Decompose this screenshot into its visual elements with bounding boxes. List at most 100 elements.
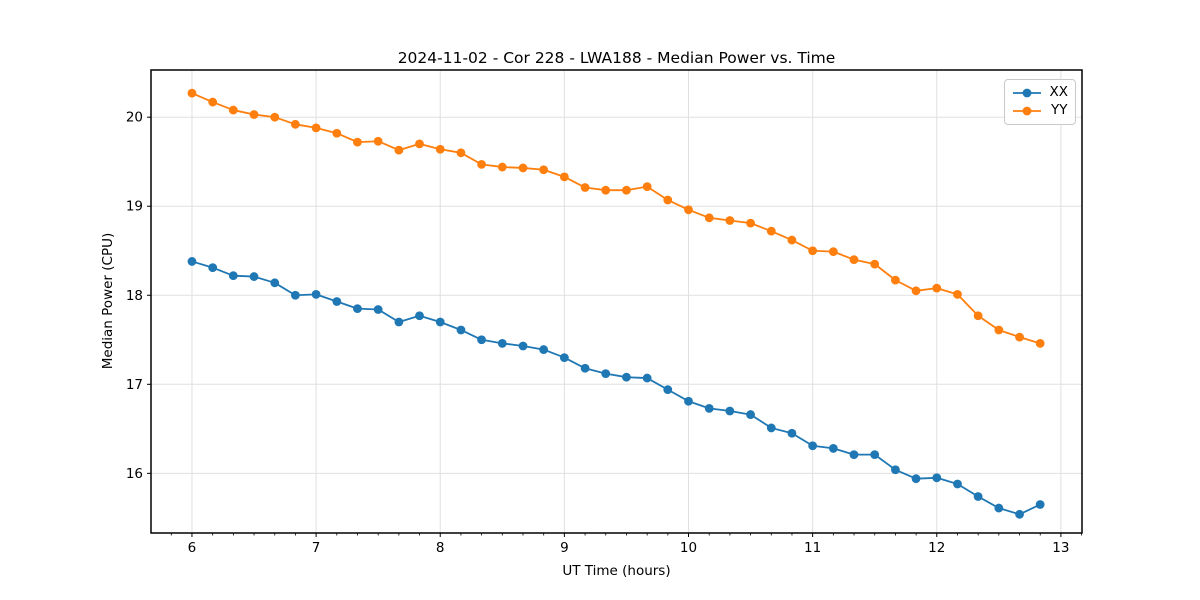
data-point-xx	[973, 492, 983, 501]
axes-spines	[150, 69, 1083, 534]
data-point-xx	[787, 428, 797, 438]
y-tick-label: 18	[126, 288, 143, 304]
data-point-xx	[932, 473, 942, 483]
data-point-xx	[684, 396, 693, 406]
data-point-xx	[766, 423, 776, 433]
data-point-xx	[373, 305, 383, 314]
data-point-yy	[435, 144, 445, 154]
data-point-xx	[353, 304, 362, 314]
y-axis-label: Median Power (CPU)	[100, 232, 116, 370]
legend-label-yy: YY	[1051, 102, 1068, 119]
data-point-xx	[622, 372, 631, 382]
y-tick-label: 17	[126, 377, 143, 393]
data-point-yy	[725, 216, 735, 225]
chart-title: 2024-11-02 - Cor 228 - LWA188 - Median P…	[397, 49, 836, 67]
x-tick-label: 7	[312, 540, 321, 556]
y-tick-label: 19	[126, 199, 143, 215]
legend-label-xx: XX	[1049, 84, 1069, 101]
data-point-yy	[1015, 332, 1024, 342]
data-point-yy	[394, 145, 404, 155]
data-point-yy	[973, 311, 983, 321]
data-point-yy	[559, 172, 569, 182]
x-tick-label: 6	[188, 540, 197, 556]
data-point-xx	[994, 503, 1004, 513]
data-point-xx	[663, 385, 673, 395]
data-point-xx	[870, 450, 880, 460]
data-point-yy	[622, 185, 631, 195]
x-tick-label: 9	[560, 540, 569, 556]
data-point-yy	[477, 159, 486, 169]
data-point-yy	[642, 182, 652, 192]
x-tick-label: 8	[436, 540, 445, 556]
data-point-xx	[704, 403, 714, 413]
data-point-xx	[580, 363, 590, 373]
data-point-xx	[497, 338, 507, 348]
data-point-xx	[559, 353, 569, 362]
x-tick-label: 12	[928, 540, 945, 556]
data-point-xx	[187, 257, 197, 266]
data-point-xx	[249, 272, 259, 281]
data-point-yy	[891, 275, 900, 285]
data-point-yy	[870, 259, 880, 269]
data-point-xx	[332, 297, 342, 306]
data-point-yy	[766, 226, 776, 236]
data-point-xx	[808, 441, 818, 451]
data-point-xx	[828, 444, 838, 453]
data-point-yy	[456, 148, 466, 158]
data-point-xx	[601, 369, 611, 379]
legend-item-yy: YY	[1012, 104, 1068, 118]
data-point-yy	[518, 163, 528, 173]
data-point-yy	[911, 286, 921, 296]
data-point-yy	[953, 289, 962, 299]
data-point-xx	[290, 290, 300, 300]
data-point-xx	[518, 341, 528, 351]
data-point-xx	[270, 278, 280, 288]
data-point-yy	[601, 185, 611, 195]
data-point-yy	[208, 97, 218, 107]
data-point-yy	[290, 119, 300, 129]
data-point-yy	[187, 88, 197, 98]
data-point-yy	[828, 247, 838, 257]
data-point-xx	[394, 317, 404, 327]
x-tick-label: 11	[804, 540, 821, 556]
data-point-xx	[911, 474, 921, 484]
data-point-yy	[684, 205, 693, 215]
x-tick-label: 13	[1052, 540, 1069, 556]
data-point-yy	[249, 110, 259, 119]
data-point-xx	[311, 289, 321, 299]
data-point-xx	[477, 335, 486, 345]
data-point-yy	[539, 165, 549, 175]
legend-marker-yy-icon	[1013, 106, 1041, 116]
data-point-yy	[353, 137, 362, 147]
data-point-yy	[332, 128, 342, 138]
data-point-xx	[435, 317, 445, 327]
data-point-yy	[1035, 338, 1045, 348]
data-point-xx	[849, 450, 859, 460]
data-point-yy	[787, 235, 797, 245]
legend-item-xx: XX	[1012, 86, 1068, 100]
data-point-xx	[1035, 500, 1045, 509]
data-point-yy	[373, 136, 383, 146]
data-point-yy	[228, 105, 238, 115]
data-point-yy	[663, 195, 673, 205]
data-point-yy	[311, 123, 321, 133]
data-point-yy	[704, 213, 714, 223]
data-point-xx	[539, 345, 549, 354]
data-point-yy	[497, 162, 507, 172]
data-point-yy	[932, 283, 942, 293]
x-tick-label: 10	[680, 540, 697, 556]
data-point-xx	[953, 479, 962, 489]
data-point-yy	[746, 218, 755, 228]
data-point-xx	[746, 410, 755, 419]
data-point-yy	[808, 246, 818, 256]
data-point-xx	[456, 325, 466, 335]
legend-marker-xx-icon	[1013, 88, 1041, 98]
y-tick-label: 20	[126, 110, 143, 126]
data-point-yy	[580, 183, 590, 192]
data-point-yy	[415, 139, 424, 149]
data-point-xx	[642, 373, 652, 383]
data-point-xx	[1015, 509, 1024, 519]
data-point-xx	[891, 465, 900, 475]
